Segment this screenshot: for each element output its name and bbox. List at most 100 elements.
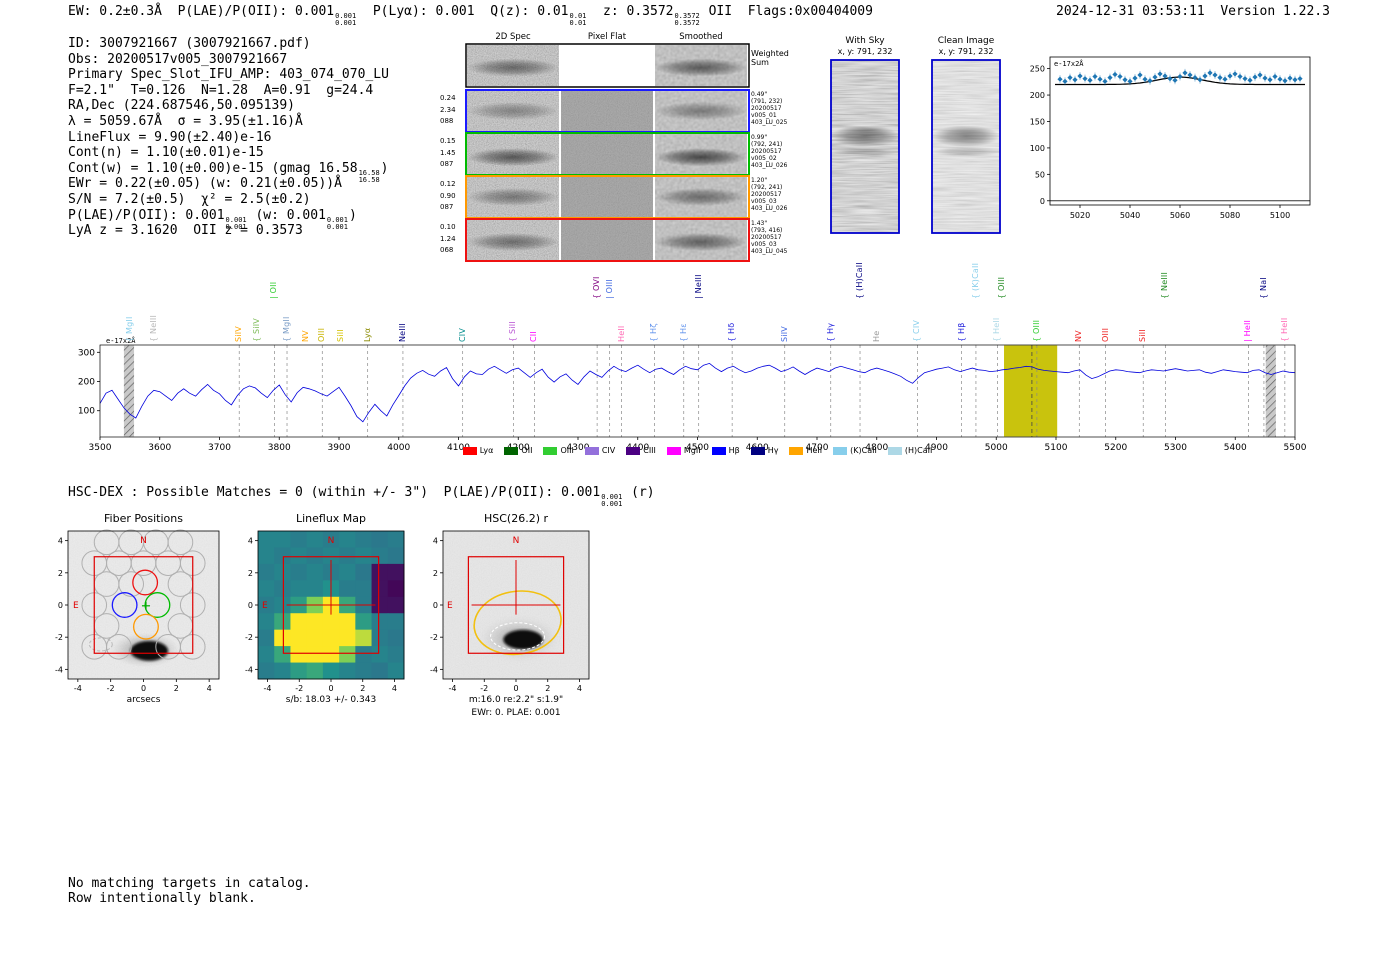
legend-item: CIV xyxy=(584,446,616,455)
stacked-uncertainty: 0.001 0.001 xyxy=(326,215,348,231)
svg-text:3600: 3600 xyxy=(148,443,171,453)
emission-line-label: CIV xyxy=(457,327,467,342)
emission-line-label: OIII xyxy=(317,327,327,342)
cutout-row-right-label: 1.20" (792, 241) 20200517 v005_03 403_LU_026 xyxy=(751,177,788,212)
svg-text:3500: 3500 xyxy=(89,443,112,453)
legend-label: (K)CaII xyxy=(850,446,877,455)
emission-line-label: CII xyxy=(529,331,539,342)
svg-text:-4: -4 xyxy=(74,684,82,693)
svg-text:5000: 5000 xyxy=(985,443,1008,453)
svg-text:0: 0 xyxy=(1040,197,1045,206)
emission-line-label: { SiII xyxy=(508,321,518,342)
cutout-row-right-label: 0.99" (792, 241) 20200517 v005_02 403_LU_026 xyxy=(751,134,788,169)
cutout-row-left-label: 0.15 1.45 087 xyxy=(440,137,456,168)
cutout-column-header: Smoothed xyxy=(679,32,723,42)
svg-text:4: 4 xyxy=(577,684,582,693)
lineflux-map-title: Lineflux Map xyxy=(295,512,367,525)
svg-text:5060: 5060 xyxy=(1170,211,1190,220)
svg-text:-2: -2 xyxy=(55,633,63,642)
legend-label: (H)CaII xyxy=(904,446,933,455)
info-line: EWr = 0.22(±0.05) (w: 0.21(±0.05))Å xyxy=(68,176,342,192)
svg-text:5080: 5080 xyxy=(1220,211,1240,220)
fiber-positions-xlabel: arcsecs xyxy=(126,695,161,705)
emission-line-label: SiIV xyxy=(779,326,789,342)
footer-note-2: Row intentionally blank. xyxy=(68,891,256,906)
emission-line-label: NeIII xyxy=(397,323,407,342)
legend-label: HeII xyxy=(806,446,823,455)
zoom-fit-plot: 5020 5040 5060 5080 5100 0 50 100 150 200 250 xyxy=(1030,56,1311,220)
legend-label: CIV xyxy=(601,446,616,455)
svg-text:E: E xyxy=(262,601,268,611)
info-line: λ = 5059.67Å σ = 3.95(±1.16)Å xyxy=(68,113,303,129)
legend-label: OIII xyxy=(560,446,574,455)
svg-text:0: 0 xyxy=(141,684,146,693)
svg-text:5100: 5100 xyxy=(1045,443,1068,453)
info-line: Cont(w) = 1.10(±0.00)e-15 (gmag 16.58 16.… xyxy=(68,160,389,184)
emission-line-label: OIII xyxy=(1100,327,1110,342)
legend-item: MgII xyxy=(666,446,701,455)
emission-line-label: { Hγ xyxy=(825,322,835,342)
svg-text:250: 250 xyxy=(1030,65,1045,74)
legend-swatch xyxy=(626,446,641,455)
svg-text:E: E xyxy=(447,601,453,611)
svg-text:-2: -2 xyxy=(245,633,253,642)
legend-item: Hγ xyxy=(750,446,778,455)
with-sky-title: With Sky xyxy=(845,36,885,46)
emission-line-label: { OIII xyxy=(1031,319,1041,342)
svg-text:-4: -4 xyxy=(449,684,457,693)
svg-text:100: 100 xyxy=(1030,144,1045,153)
legend-item: OII xyxy=(504,446,532,455)
svg-text:5500: 5500 xyxy=(1284,443,1307,453)
spectrum-plot: 3500360037003800390040004100420043004400… xyxy=(78,344,1307,453)
svg-text:200: 200 xyxy=(78,378,95,388)
svg-text:300: 300 xyxy=(78,348,95,358)
svg-text:0: 0 xyxy=(58,601,63,610)
svg-text:4: 4 xyxy=(207,684,212,693)
svg-text:4700: 4700 xyxy=(806,443,829,453)
emission-line-label: NV xyxy=(300,330,310,342)
legend-swatch xyxy=(711,446,726,455)
emission-line-label: | NeIII xyxy=(693,274,703,299)
emission-line-label: { NeIII xyxy=(148,314,158,342)
svg-text:4: 4 xyxy=(392,684,397,693)
info-line: LineFlux = 9.90(±2.40)e-16 xyxy=(68,129,272,145)
svg-text:-2: -2 xyxy=(430,633,438,642)
emission-line-label: { NaI xyxy=(1258,277,1268,299)
fiber-positions-title: Fiber Positions xyxy=(104,512,183,525)
with-sky-coords: x, y: 791, 232 xyxy=(837,47,893,56)
svg-text:2: 2 xyxy=(248,569,253,578)
svg-text:-4: -4 xyxy=(55,665,63,674)
svg-text:50: 50 xyxy=(1035,170,1045,179)
selected-fiber-circle xyxy=(133,613,159,640)
svg-text:100: 100 xyxy=(78,407,95,417)
svg-text:4000: 4000 xyxy=(387,443,410,453)
selected-fiber-circle xyxy=(144,592,171,618)
svg-text:4500: 4500 xyxy=(686,443,709,453)
legend-item: (H)CaII xyxy=(887,446,933,455)
svg-text:3900: 3900 xyxy=(328,443,351,453)
sky-image-panels xyxy=(830,59,1001,234)
svg-text:-4: -4 xyxy=(430,665,438,674)
svg-text:0: 0 xyxy=(328,684,333,693)
legend-item: Lyα xyxy=(462,446,494,455)
emission-line-label: SiIV xyxy=(234,326,244,342)
legend-swatch xyxy=(504,446,519,455)
lineflux-map-panel: N E -4 -4 -2 -2 0 0 2 2 4 4 xyxy=(245,530,405,693)
cutout-row-left-label: 0.10 1.24 068 xyxy=(440,223,456,254)
emission-line-label: He xyxy=(871,330,881,342)
info-line: RA,Dec (224.687546,50.095139) xyxy=(68,98,295,114)
emission-line-label: HeII xyxy=(616,325,626,342)
fiber-positions-panel: N E -4 -4 -2 -2 0 0 2 2 4 4 xyxy=(55,529,220,693)
svg-text:150: 150 xyxy=(1030,117,1045,126)
legend-label: Lyα xyxy=(479,446,494,455)
legend-swatch xyxy=(789,446,804,455)
emission-line-label: { Hβ xyxy=(956,322,966,342)
legend-item: Hβ xyxy=(711,446,740,455)
svg-text:4900: 4900 xyxy=(925,443,948,453)
info-line: P(LAE)/P(OII): 0.001 0.001 0.001 (w: 0.001… xyxy=(68,207,357,231)
cutout-row-left-label: 0.12 0.90 087 xyxy=(440,180,456,211)
selected-fiber-circle xyxy=(111,592,138,618)
emission-line-label: { CIV xyxy=(912,319,922,342)
stacked-uncertainty: 0.3572 0.3572 xyxy=(674,12,700,28)
